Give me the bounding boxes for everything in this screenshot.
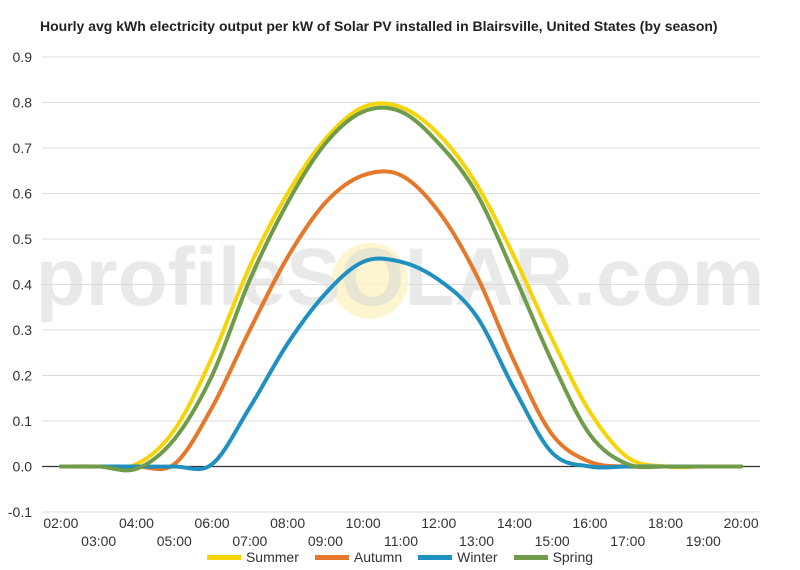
y-tick-label: 0.4 xyxy=(13,277,33,293)
legend-label: Autumn xyxy=(353,549,403,565)
y-tick-label: 0.2 xyxy=(13,368,33,384)
gridlines xyxy=(42,56,760,513)
legend-item-spring: Spring xyxy=(513,549,594,565)
legend-item-autumn: Autumn xyxy=(314,549,403,565)
chart-title: Hourly avg kWh electricity output per kW… xyxy=(40,18,718,34)
y-tick-label: -0.1 xyxy=(8,504,32,520)
legend-swatch xyxy=(418,554,453,560)
legend-item-summer: Summer xyxy=(206,549,299,565)
y-tick-label: 0.9 xyxy=(13,49,33,65)
y-tick-label: 0.1 xyxy=(13,413,33,429)
y-tick-label: 0.8 xyxy=(13,95,33,111)
y-tick-label: 0.6 xyxy=(13,186,33,202)
x-tick-label: 13:00 xyxy=(459,533,494,549)
x-tick-label: 07:00 xyxy=(232,533,267,549)
x-tick-label: 20:00 xyxy=(724,515,759,531)
x-tick-label: 17:00 xyxy=(610,533,645,549)
series-line-summer xyxy=(58,101,744,470)
legend-label: Summer xyxy=(245,549,299,565)
legend-label: Winter xyxy=(457,549,498,565)
legend-label: Spring xyxy=(552,549,594,565)
watermark-text: profileSOLAR.com xyxy=(36,232,765,323)
y-tick-label: 0.3 xyxy=(13,322,33,338)
x-tick-label: 08:00 xyxy=(270,515,305,531)
watermark-sun-icon xyxy=(332,243,408,319)
series-lines xyxy=(58,101,744,473)
x-tick-label: 18:00 xyxy=(648,515,683,531)
legend: Summer Autumn Winter Spring xyxy=(0,549,800,565)
x-tick-label: 09:00 xyxy=(308,533,343,549)
x-tick-label: 04:00 xyxy=(119,515,154,531)
x-tick-label: 19:00 xyxy=(686,533,721,549)
legend-item-winter: Winter xyxy=(418,549,498,565)
y-tick-label: 0.7 xyxy=(13,140,33,156)
x-axis-ticks: 02:0003:0004:0005:0006:0007:0008:0009:00… xyxy=(43,515,758,549)
watermark: profileSOLAR.com xyxy=(36,232,765,323)
x-tick-label: 12:00 xyxy=(421,515,456,531)
legend-swatch xyxy=(314,554,349,560)
x-tick-label: 11:00 xyxy=(384,533,418,549)
legend-swatch xyxy=(513,554,548,560)
y-axis-ticks: -0.1 0.0 0.1 0.2 0.3 0.4 0.5 0.6 0.7 0.8 0.9 xyxy=(8,49,32,520)
x-tick-label: 14:00 xyxy=(497,515,532,531)
x-tick-label: 16:00 xyxy=(572,515,607,531)
series-line-winter xyxy=(58,256,744,472)
x-tick-label: 02:00 xyxy=(43,515,78,531)
y-tick-label: 0.5 xyxy=(13,231,33,247)
x-tick-label: 10:00 xyxy=(346,515,381,531)
legend-swatch xyxy=(206,554,241,560)
x-tick-label: 05:00 xyxy=(157,533,192,549)
x-tick-label: 06:00 xyxy=(195,515,230,531)
x-tick-label: 15:00 xyxy=(535,533,570,549)
series-line-spring xyxy=(58,105,744,473)
x-tick-label: 03:00 xyxy=(81,533,116,549)
y-tick-label: 0.0 xyxy=(13,459,33,475)
